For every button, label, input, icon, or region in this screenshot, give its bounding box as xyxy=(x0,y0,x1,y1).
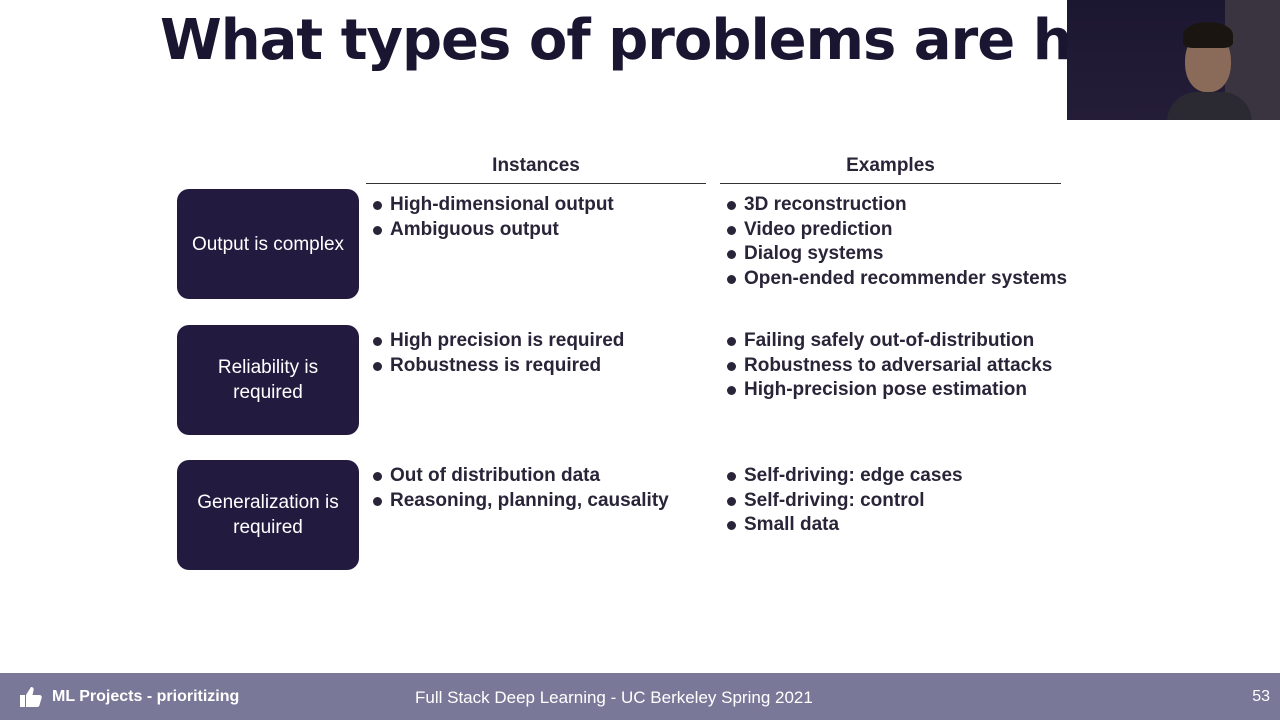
presenter-body xyxy=(1167,92,1252,120)
list-item: Dialog systems xyxy=(722,242,1067,267)
instances-column-header: Instances xyxy=(366,155,706,184)
instances-list-reliability: High precision is required Robustness is… xyxy=(368,329,624,378)
list-item: 3D reconstruction xyxy=(722,193,1067,218)
list-item: Self-driving: control xyxy=(722,489,963,514)
list-item: Robustness is required xyxy=(368,354,624,379)
list-item: Small data xyxy=(722,513,963,538)
examples-list-reliability: Failing safely out-of-distribution Robus… xyxy=(722,329,1052,403)
list-item: Self-driving: edge cases xyxy=(722,464,963,489)
presenter-hair xyxy=(1183,22,1233,48)
instances-list-output-complex: High-dimensional output Ambiguous output xyxy=(368,193,614,242)
list-item: Video prediction xyxy=(722,218,1067,243)
list-item: Ambiguous output xyxy=(368,218,614,243)
category-box-generalization: Generalization is required xyxy=(177,460,359,570)
list-item: Robustness to adversarial attacks xyxy=(722,354,1052,379)
list-item: High precision is required xyxy=(368,329,624,354)
list-item: Failing safely out-of-distribution xyxy=(722,329,1052,354)
thumbs-up-icon xyxy=(20,687,42,707)
list-item: Out of distribution data xyxy=(368,464,669,489)
list-item: Open-ended recommender systems xyxy=(722,267,1067,292)
category-box-output-complex: Output is complex xyxy=(177,189,359,299)
category-box-reliability: Reliability is required xyxy=(177,325,359,435)
list-item: Reasoning, planning, causality xyxy=(368,489,669,514)
examples-list-generalization: Self-driving: edge cases Self-driving: c… xyxy=(722,464,963,538)
slide-page-number: 53 xyxy=(1252,688,1270,705)
webcam-video-overlay xyxy=(1067,0,1280,120)
footer-section-label: ML Projects - prioritizing xyxy=(52,688,240,705)
instances-list-generalization: Out of distribution data Reasoning, plan… xyxy=(368,464,669,513)
examples-list-output-complex: 3D reconstruction Video prediction Dialo… xyxy=(722,193,1067,292)
slide-footer: ML Projects - prioritizing Full Stack De… xyxy=(0,673,1280,720)
list-item: High-precision pose estimation xyxy=(722,378,1052,403)
slide-title: What types of problems are hard xyxy=(160,8,1175,73)
examples-column-header: Examples xyxy=(720,155,1061,184)
list-item: High-dimensional output xyxy=(368,193,614,218)
footer-course-title: Full Stack Deep Learning - UC Berkeley S… xyxy=(415,688,813,707)
